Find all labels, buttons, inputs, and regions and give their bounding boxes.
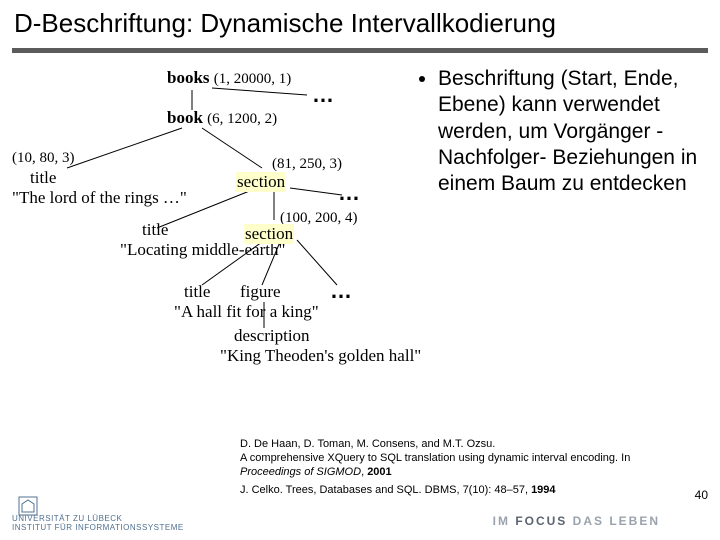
node-books: books (1, 20000, 1) xyxy=(167,68,291,88)
page-number: 40 xyxy=(695,488,708,502)
slide: D-Beschriftung: Dynamische Intervallkodi… xyxy=(0,0,720,540)
ellipsis-1: … xyxy=(312,82,334,107)
node-book: book (6, 1200, 2) xyxy=(167,108,277,128)
ellipsis-2: … xyxy=(338,180,360,205)
bullet-item: Beschriftung (Start, Ende, Ebene) kann v… xyxy=(438,66,708,197)
slide-title: D-Beschriftung: Dynamische Intervallkodi… xyxy=(14,8,556,39)
ellipsis-3: … xyxy=(330,278,352,303)
node-figure: figure xyxy=(240,282,281,302)
citation-1: D. De Haan, D. Toman, M. Consens, and M.… xyxy=(240,438,680,479)
citation-2: J. Celko. Trees, Databases and SQL. DBMS… xyxy=(240,484,680,498)
title-rule xyxy=(12,48,708,53)
footer-motto: IM FOCUS DAS LEBEN xyxy=(493,514,660,528)
footer-affiliation: UNIVERSITÄT ZU LÜBECK INSTITUT FÜR INFOR… xyxy=(12,514,184,532)
interval-tree-diagram: books (1, 20000, 1) … book (6, 1200, 2) … xyxy=(12,60,412,460)
bullet-list: Beschriftung (Start, Ende, Ebene) kann v… xyxy=(420,66,708,197)
